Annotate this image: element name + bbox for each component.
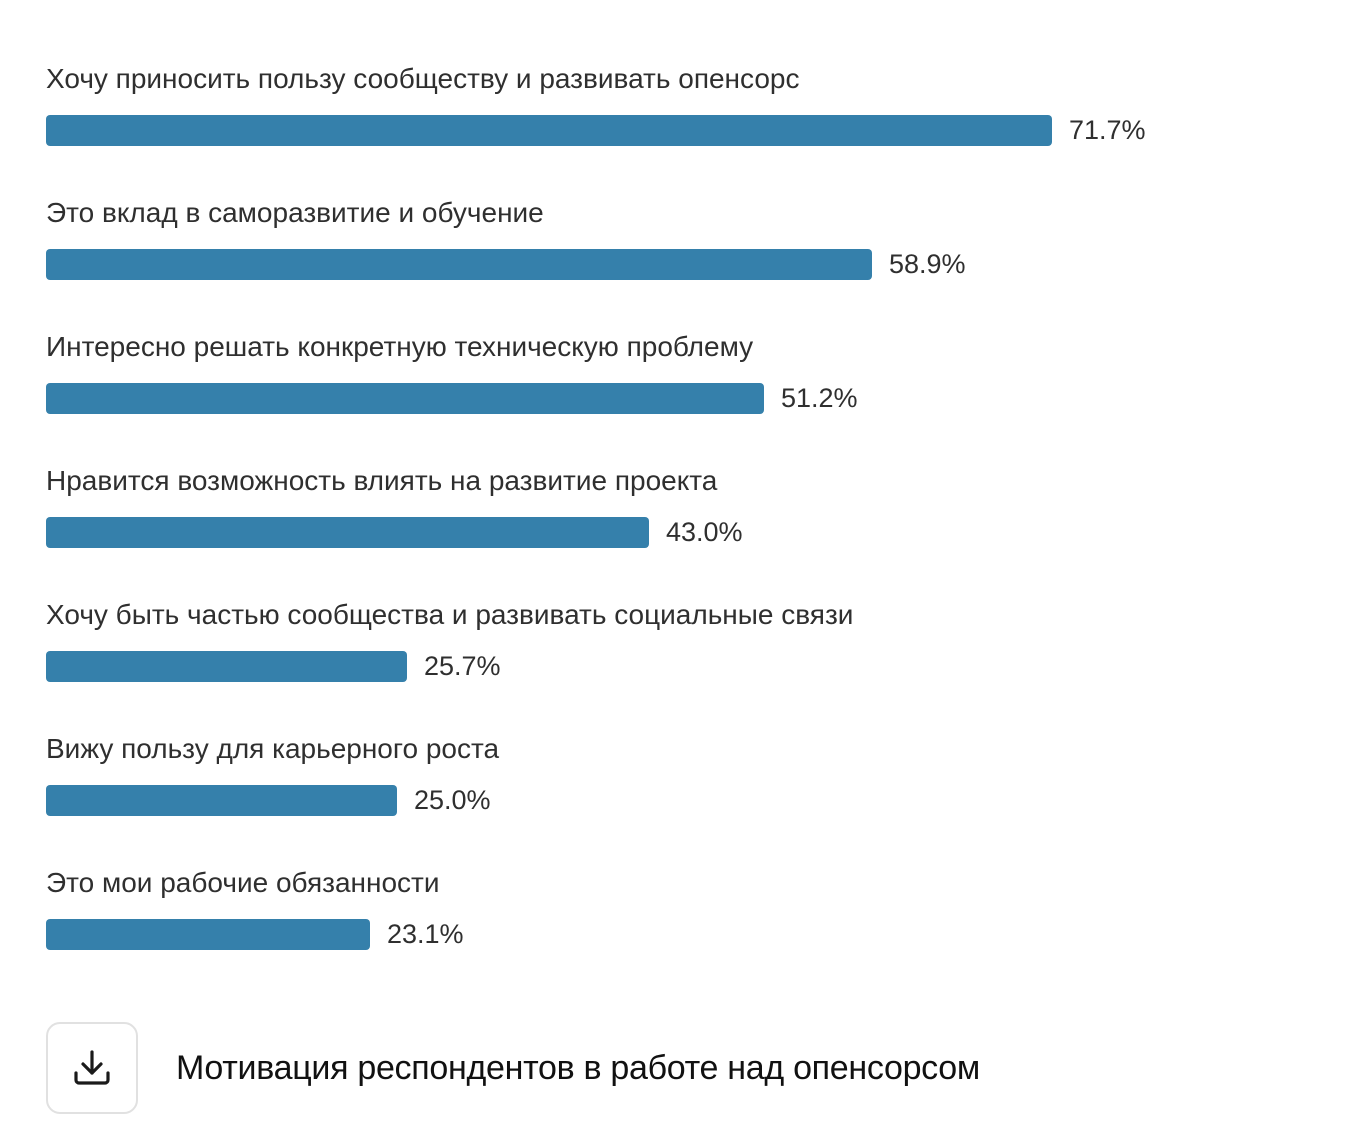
value-label: 25.7% [424,651,501,681]
chart-row: Вижу пользу для карьерного роста 25.0% [46,732,1346,866]
chart-row: Хочу быть частью сообщества и развивать … [46,598,1346,732]
category-label: Это мои рабочие обязанности [46,867,440,898]
value-label: 51.2% [781,383,858,413]
chart-row: Это вклад в саморазвитие и обучение 58.9% [46,196,1346,330]
bar [46,517,649,548]
value-label: 58.9% [889,249,966,279]
chart-row: Интересно решать конкретную техническую … [46,330,1346,464]
download-icon [74,1050,110,1085]
bar-chart: Хочу приносить пользу сообществу и разви… [46,62,1346,950]
chart-row: Нравится возможность влиять на развитие … [46,464,1346,598]
value-label: 43.0% [666,517,743,547]
category-label: Хочу приносить пользу сообществу и разви… [46,63,800,94]
value-label: 71.7% [1069,115,1146,145]
chart-row: Это мои рабочие обязанности 23.1% [46,866,1346,1000]
chart-title: Мотивация респондентов в работе над опен… [176,1049,980,1087]
category-label: Вижу пользу для карьерного роста [46,733,500,764]
category-label: Нравится возможность влиять на развитие … [46,465,718,496]
chart-row: Хочу приносить пользу сообществу и разви… [46,62,1346,196]
chart-footer: Мотивация респондентов в работе над опен… [46,1022,1246,1118]
bar [46,785,397,816]
bar [46,115,1052,146]
category-label: Это вклад в саморазвитие и обучение [46,197,544,228]
bar [46,383,764,414]
category-label: Хочу быть частью сообщества и развивать … [46,599,854,630]
value-label: 23.1% [387,919,464,949]
bar [46,919,370,950]
value-label: 25.0% [414,785,491,815]
bar [46,651,407,682]
download-button[interactable] [46,1022,138,1114]
category-label: Интересно решать конкретную техническую … [46,331,754,362]
bar [46,249,872,280]
